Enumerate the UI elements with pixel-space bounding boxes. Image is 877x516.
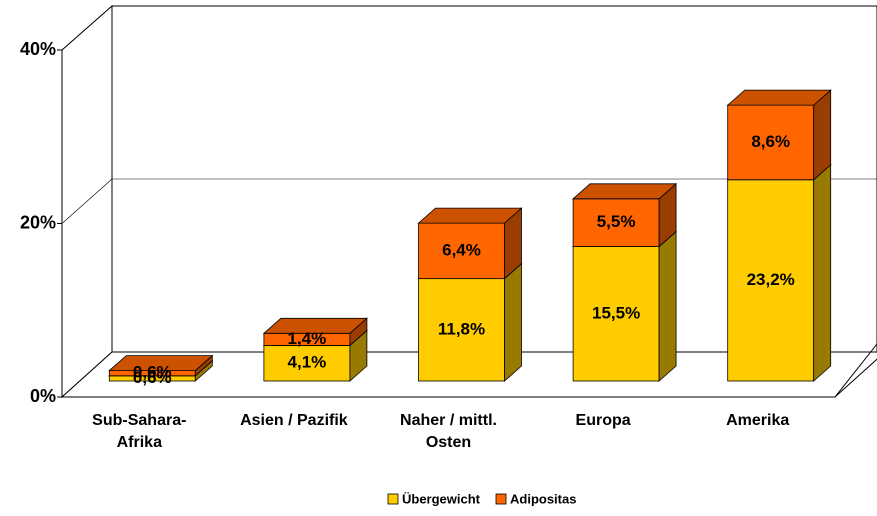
legend-swatch	[387, 493, 399, 505]
bar-side	[813, 89, 832, 181]
bar-segment	[572, 198, 660, 247]
data-label: 11,8%	[438, 319, 485, 338]
y-tick-label: 0%	[30, 386, 56, 406]
y-tick-label: 40%	[20, 39, 56, 59]
data-label: 4,1%	[288, 353, 327, 372]
x-tick-label: Sub-Sahara-Afrika	[92, 412, 187, 451]
data-label: 5,5%	[597, 212, 636, 231]
data-label: 8,6%	[751, 132, 790, 151]
bar-side	[813, 163, 832, 382]
bar-segment	[263, 345, 351, 382]
data-label: 23,2%	[747, 270, 795, 289]
legend-label: Adipositas	[510, 491, 576, 506]
bar-top	[726, 89, 832, 106]
bar-top	[108, 355, 214, 371]
x-tick-label: Naher / mittl. Osten	[400, 412, 497, 451]
data-label: 6,4%	[442, 240, 481, 259]
bar-side	[658, 230, 677, 382]
bar-top	[262, 317, 368, 334]
bar-segment	[727, 104, 815, 181]
x-tick-label: Asien / Pazifik	[240, 412, 348, 429]
grid-line-side	[61, 178, 113, 224]
bar-side	[504, 262, 522, 382]
y-tick-label: 20%	[20, 212, 56, 232]
data-label: 15,5%	[592, 303, 640, 322]
legend-label: Übergewicht	[402, 491, 481, 506]
data-label: 0,6%	[133, 368, 172, 387]
x-tick-label: Amerika	[726, 412, 790, 429]
bar-segment	[727, 179, 815, 382]
legend-swatch	[495, 493, 507, 505]
x-tick-label: Europa	[575, 412, 631, 429]
data-label: 1,4%	[288, 329, 327, 348]
bar-top	[417, 207, 523, 224]
data-label: 0,6%	[133, 363, 172, 382]
bar-top	[572, 183, 678, 200]
bar-segment	[418, 278, 505, 382]
grid-line-side	[61, 5, 113, 51]
